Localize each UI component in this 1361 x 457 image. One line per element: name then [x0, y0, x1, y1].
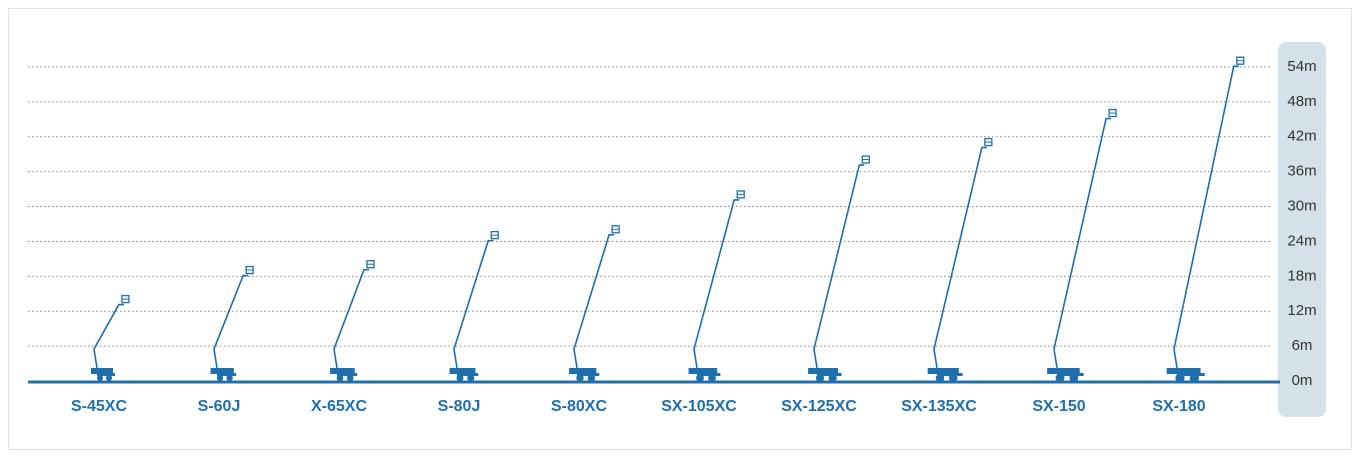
x-tick-label: SX-125XC — [781, 398, 857, 415]
lift — [569, 225, 620, 382]
boom — [213, 274, 249, 369]
y-tick-label: 24m — [1287, 232, 1316, 249]
lift-base — [91, 368, 113, 374]
wheel — [815, 373, 825, 383]
boom — [1053, 117, 1112, 369]
lift-base — [449, 368, 476, 374]
y-tick-label: 48m — [1287, 93, 1316, 110]
lift-chassis — [337, 373, 358, 376]
axis-panel — [1278, 42, 1326, 417]
x-tick-label: S-80XC — [551, 398, 607, 415]
lift-chassis — [937, 373, 963, 376]
lift — [1166, 56, 1245, 383]
lift — [688, 190, 745, 382]
lift — [927, 137, 993, 383]
lift-chassis — [1177, 373, 1205, 376]
boom — [1173, 65, 1239, 369]
lift — [210, 265, 254, 382]
boom — [333, 268, 369, 369]
lift-chassis — [1057, 373, 1084, 376]
wheel — [336, 374, 344, 382]
lift — [330, 260, 375, 382]
y-tick-label: 18m — [1287, 267, 1316, 284]
lift-base — [569, 368, 597, 374]
wheel — [226, 374, 233, 382]
boom — [453, 239, 494, 369]
lift-base — [1047, 368, 1080, 374]
wheel — [587, 374, 596, 382]
y-tick-label: 12m — [1287, 302, 1316, 319]
lift-base — [927, 368, 959, 374]
wheel — [1175, 373, 1185, 383]
lift — [449, 230, 499, 382]
x-tick-label: S-45XC — [71, 398, 127, 415]
lift-base — [210, 368, 234, 374]
lift — [91, 294, 130, 381]
lift-base — [808, 368, 839, 374]
lift-chassis — [697, 373, 721, 376]
x-tick-label: SX-180 — [1152, 398, 1205, 415]
wheel — [467, 374, 475, 382]
wheel — [576, 374, 584, 382]
lift-chassis — [217, 373, 237, 376]
y-tick-label: 42m — [1287, 128, 1316, 145]
boom — [813, 164, 865, 369]
x-tick-label: X-65XC — [311, 398, 367, 415]
wheel — [216, 374, 224, 382]
wheel — [1055, 373, 1065, 383]
wheel — [935, 373, 945, 383]
wheel — [1189, 373, 1200, 383]
wheel — [346, 374, 354, 382]
lift — [1047, 108, 1117, 383]
wheel — [708, 374, 716, 382]
boom — [93, 303, 124, 369]
x-tick-label: SX-150 — [1032, 398, 1085, 415]
wheel — [97, 375, 103, 381]
y-tick-label: 54m — [1287, 58, 1316, 75]
lift-chassis — [577, 373, 600, 376]
x-tick-label: SX-105XC — [661, 398, 737, 415]
y-tick-label: 0m — [1292, 372, 1313, 389]
wheel — [828, 373, 837, 383]
x-tick-label: S-80J — [438, 398, 481, 415]
boom — [693, 199, 740, 369]
wheel — [456, 374, 464, 382]
lift-base — [330, 368, 355, 374]
lift — [808, 155, 870, 383]
wheel — [696, 374, 704, 382]
boom — [933, 146, 987, 369]
wheel — [948, 373, 958, 383]
x-tick-label: SX-135XC — [901, 398, 977, 415]
lift-base — [688, 368, 718, 374]
boom — [573, 234, 615, 369]
y-tick-label: 36m — [1287, 163, 1316, 180]
wheel — [106, 375, 112, 381]
lift-chassis — [457, 373, 479, 376]
lift-base — [1166, 368, 1201, 374]
y-tick-label: 30m — [1287, 198, 1316, 215]
wheel — [1069, 373, 1079, 383]
lift-chassis — [97, 373, 115, 376]
x-tick-label: S-60J — [198, 398, 241, 415]
lift-chassis — [817, 373, 842, 376]
y-tick-label: 6m — [1292, 337, 1313, 354]
